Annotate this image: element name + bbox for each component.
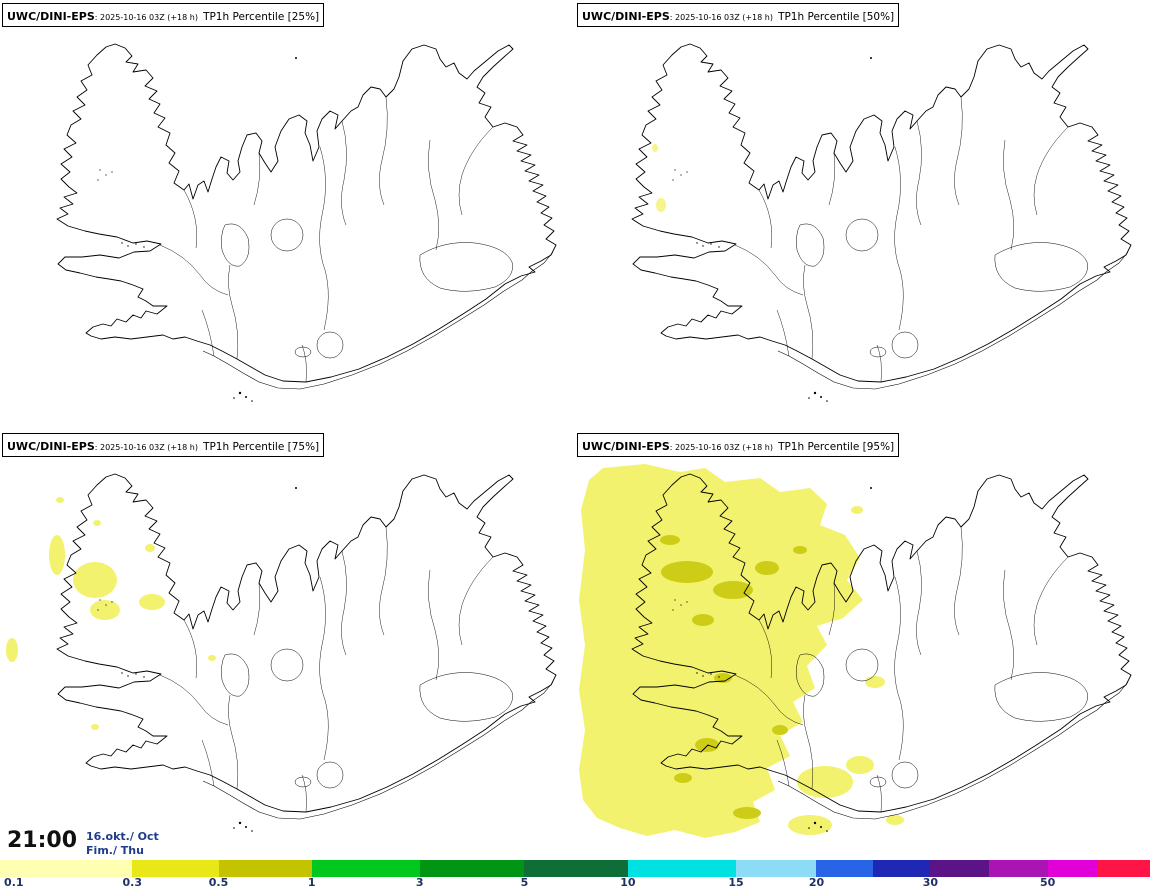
panel-tp1h-p25: UWC/DINI-EPS: 2025-10-16 03Z (+18 h) TP1…	[0, 0, 575, 430]
precip-overlay	[6, 497, 216, 730]
run-info: : 2025-10-16 03Z (+18 h)	[94, 443, 198, 452]
legend-segment-0	[0, 860, 133, 877]
product-name: TP1h Percentile [25%]	[203, 11, 320, 23]
panel-title: UWC/DINI-EPS: 2025-10-16 03Z (+18 h) TP1…	[577, 433, 900, 458]
panel-grid: UWC/DINI-EPS: 2025-10-16 03Z (+18 h) TP1…	[0, 0, 1150, 860]
legend-tick-15: 15	[728, 876, 744, 889]
legend-segment-2	[218, 860, 312, 877]
iceland-map	[631, 43, 1132, 403]
legend-segment-7	[735, 860, 817, 877]
legend-tick-10: 10	[620, 876, 636, 889]
precip-legend: 0.1 0.3 0.5 1 3 5 10 15 20 30 50	[0, 860, 1150, 891]
precip-heavier-spots	[660, 535, 807, 819]
panel-title: UWC/DINI-EPS: 2025-10-16 03Z (+18 h) TP1…	[2, 3, 325, 28]
legend-tick-50: 50	[1039, 876, 1056, 889]
precip-overlay	[579, 464, 904, 838]
product-name: TP1h Percentile [50%]	[778, 11, 895, 23]
precip-overlay	[652, 144, 666, 212]
legend-bar	[0, 860, 1150, 877]
panel-title: UWC/DINI-EPS: 2025-10-16 03Z (+18 h) TP1…	[577, 3, 900, 28]
legend-segment-10	[930, 860, 989, 877]
legend-segment-11	[988, 860, 1048, 877]
iceland-map	[579, 464, 1132, 838]
legend-segment-5	[524, 860, 628, 877]
legend-tick-0.3: 0.3	[122, 876, 143, 889]
legend-segment-4	[419, 860, 525, 877]
legend-tick-5: 5	[520, 876, 529, 889]
legend-segment-8	[816, 860, 873, 877]
iceland-map	[6, 473, 557, 833]
legend-segment-12	[1047, 860, 1099, 877]
legend-tick-3: 3	[415, 876, 424, 889]
legend-tick-20: 20	[808, 876, 825, 889]
run-info: : 2025-10-16 03Z (+18 h)	[669, 13, 773, 22]
legend-tick-30: 30	[922, 876, 938, 889]
legend-segment-13	[1098, 860, 1150, 877]
iceland-map	[56, 43, 557, 403]
valid-time: 21:00 16.okt./ Oct Fim./ Thu	[3, 828, 163, 859]
legend-tick-0.5: 0.5	[208, 876, 229, 889]
model-name: UWC/DINI-EPS	[582, 10, 670, 23]
legend-ticks: 0.1 0.3 0.5 1 3 5 10 15 20 30 50	[0, 876, 1150, 891]
model-name: UWC/DINI-EPS	[582, 440, 670, 453]
model-name: UWC/DINI-EPS	[7, 440, 95, 453]
legend-segment-9	[872, 860, 931, 877]
panel-tp1h-p50: UWC/DINI-EPS: 2025-10-16 03Z (+18 h) TP1…	[575, 0, 1150, 430]
panel-title: UWC/DINI-EPS: 2025-10-16 03Z (+18 h) TP1…	[2, 433, 325, 458]
panel-tp1h-p75: UWC/DINI-EPS: 2025-10-16 03Z (+18 h) TP1…	[0, 430, 575, 860]
legend-tick-0.1: 0.1	[4, 876, 24, 889]
run-info: : 2025-10-16 03Z (+18 h)	[94, 13, 198, 22]
legend-segment-3	[311, 860, 420, 877]
panel-tp1h-p95: UWC/DINI-EPS: 2025-10-16 03Z (+18 h) TP1…	[575, 430, 1150, 860]
legend-segment-1	[132, 860, 219, 877]
product-name: TP1h Percentile [95%]	[778, 441, 895, 453]
legend-segment-6	[627, 860, 736, 877]
product-name: TP1h Percentile [75%]	[203, 441, 320, 453]
model-name: UWC/DINI-EPS	[7, 10, 95, 23]
valid-hour: 21:00	[7, 828, 78, 853]
run-info: : 2025-10-16 03Z (+18 h)	[669, 443, 773, 452]
valid-day: Fim./ Thu	[86, 843, 144, 857]
valid-date: 16.okt./ Oct	[86, 830, 159, 843]
legend-tick-1: 1	[307, 876, 316, 889]
